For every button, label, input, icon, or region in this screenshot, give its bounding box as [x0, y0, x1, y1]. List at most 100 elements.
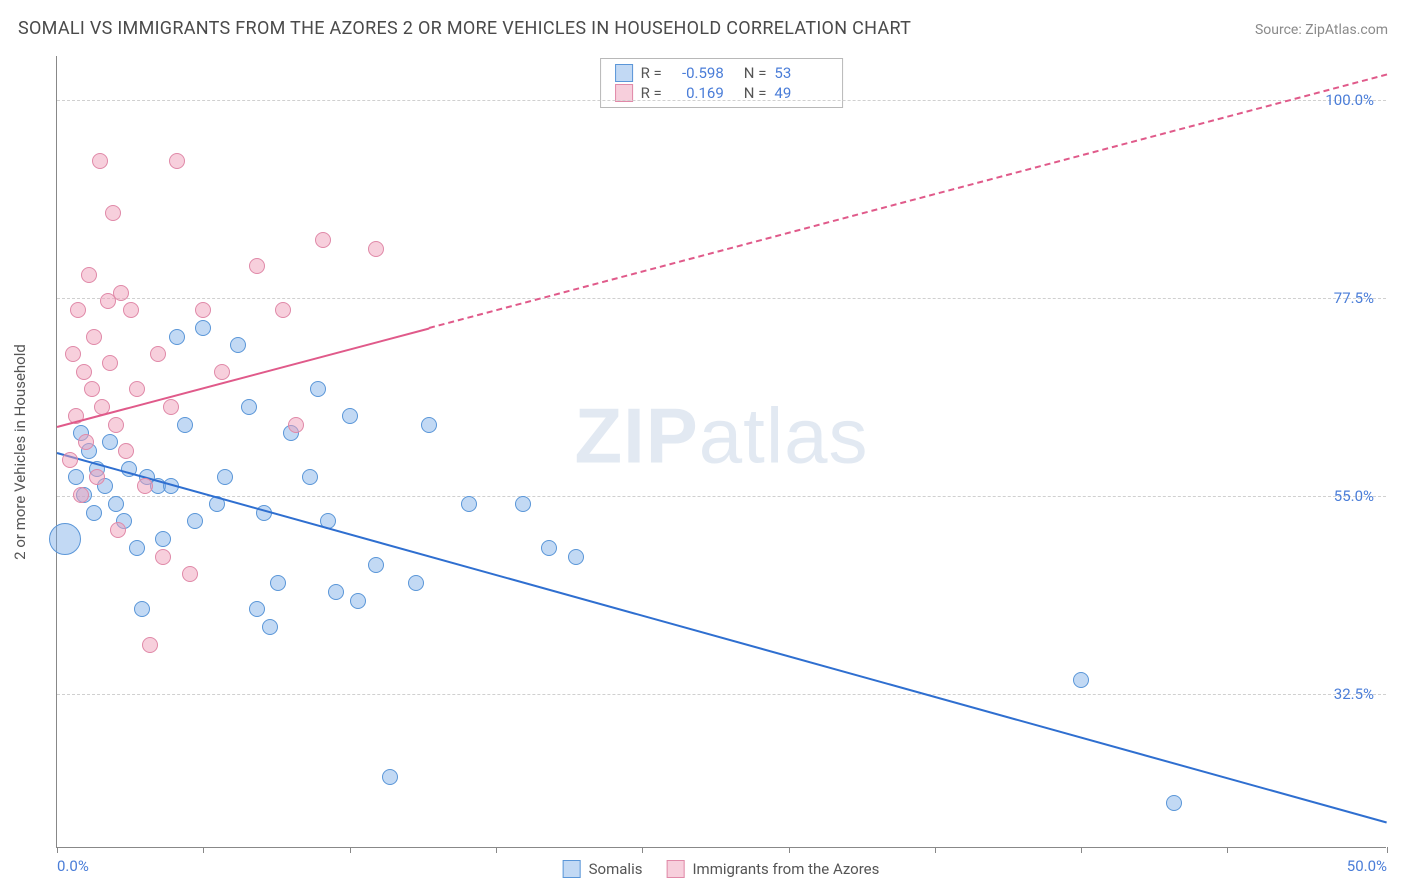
legend-item: Immigrants from the Azores [666, 860, 879, 878]
data-point [105, 205, 121, 221]
data-point [123, 302, 139, 318]
y-tick-label: 55.0% [1334, 487, 1374, 505]
gridline [57, 694, 1386, 695]
data-point [169, 329, 185, 345]
chart-header: SOMALI VS IMMIGRANTS FROM THE AZORES 2 O… [18, 18, 1388, 39]
x-tick [350, 847, 351, 853]
data-point [421, 417, 437, 433]
legend-row: R =-0.598N =53 [615, 63, 829, 83]
data-point [65, 346, 81, 362]
data-point [195, 320, 211, 336]
data-point [86, 505, 102, 521]
x-tick [496, 847, 497, 853]
data-point [302, 469, 318, 485]
data-point [1166, 795, 1182, 811]
data-point [92, 153, 108, 169]
trend-line [57, 452, 1388, 824]
data-point [155, 531, 171, 547]
data-point [78, 434, 94, 450]
data-point [350, 593, 366, 609]
data-point [230, 337, 246, 353]
data-point [89, 469, 105, 485]
data-point [515, 496, 531, 512]
data-point [163, 399, 179, 415]
data-point [187, 513, 203, 529]
data-point [249, 258, 265, 274]
legend-label: Somalis [589, 860, 643, 878]
trend-line [429, 74, 1387, 329]
legend-label: Immigrants from the Azores [692, 860, 879, 878]
legend-swatch [666, 860, 684, 878]
data-point [49, 523, 81, 555]
data-point [461, 496, 477, 512]
data-point [150, 346, 166, 362]
data-point [73, 487, 89, 503]
data-point [177, 417, 193, 433]
gridline [57, 100, 1386, 101]
data-point [108, 496, 124, 512]
data-point [129, 381, 145, 397]
data-point [288, 417, 304, 433]
data-point [137, 478, 153, 494]
y-axis-label: 2 or more Vehicles in Household [11, 344, 29, 560]
watermark: ZIPatlas [574, 390, 868, 481]
data-point [142, 637, 158, 653]
x-tick [1227, 847, 1228, 853]
r-value: -0.598 [670, 64, 724, 82]
data-point [310, 381, 326, 397]
data-point [68, 469, 84, 485]
data-point [86, 329, 102, 345]
data-point [368, 241, 384, 257]
data-point [129, 540, 145, 556]
data-point [249, 601, 265, 617]
data-point [102, 355, 118, 371]
data-point [113, 285, 129, 301]
y-tick-label: 100.0% [1325, 91, 1374, 109]
legend-swatch [563, 860, 581, 878]
data-point [108, 417, 124, 433]
legend-series: Somalis Immigrants from the Azores [563, 860, 880, 878]
data-point [110, 522, 126, 538]
y-tick-label: 77.5% [1334, 289, 1374, 307]
data-point [76, 364, 92, 380]
x-tick [642, 847, 643, 853]
data-point [541, 540, 557, 556]
data-point [155, 549, 171, 565]
data-point [84, 381, 100, 397]
x-tick [1387, 847, 1388, 853]
data-point [1073, 672, 1089, 688]
data-point [217, 469, 233, 485]
legend-swatch [615, 64, 633, 82]
data-point [62, 452, 78, 468]
x-tick [203, 847, 204, 853]
data-point [328, 584, 344, 600]
data-point [568, 549, 584, 565]
data-point [182, 566, 198, 582]
x-tick [935, 847, 936, 853]
x-tick-label: 0.0% [57, 857, 89, 875]
source-attribution: Source: ZipAtlas.com [1255, 22, 1388, 38]
chart-area: 2 or more Vehicles in Household ZIPatlas… [56, 56, 1386, 848]
data-point [195, 302, 211, 318]
data-point [262, 619, 278, 635]
data-point [368, 557, 384, 573]
gridline [57, 298, 1386, 299]
x-tick [789, 847, 790, 853]
x-tick [57, 847, 58, 853]
data-point [408, 575, 424, 591]
data-point [214, 364, 230, 380]
data-point [134, 601, 150, 617]
plot-region: ZIPatlas R =-0.598N =53R =0.169N =49 32.… [56, 56, 1386, 848]
data-point [169, 153, 185, 169]
y-tick-label: 32.5% [1334, 685, 1374, 703]
data-point [70, 302, 86, 318]
x-tick-label: 50.0% [1347, 857, 1387, 875]
n-value: 53 [774, 64, 828, 82]
data-point [241, 399, 257, 415]
data-point [81, 267, 97, 283]
gridline [57, 496, 1386, 497]
data-point [118, 443, 134, 459]
data-point [342, 408, 358, 424]
data-point [270, 575, 286, 591]
data-point [102, 434, 118, 450]
